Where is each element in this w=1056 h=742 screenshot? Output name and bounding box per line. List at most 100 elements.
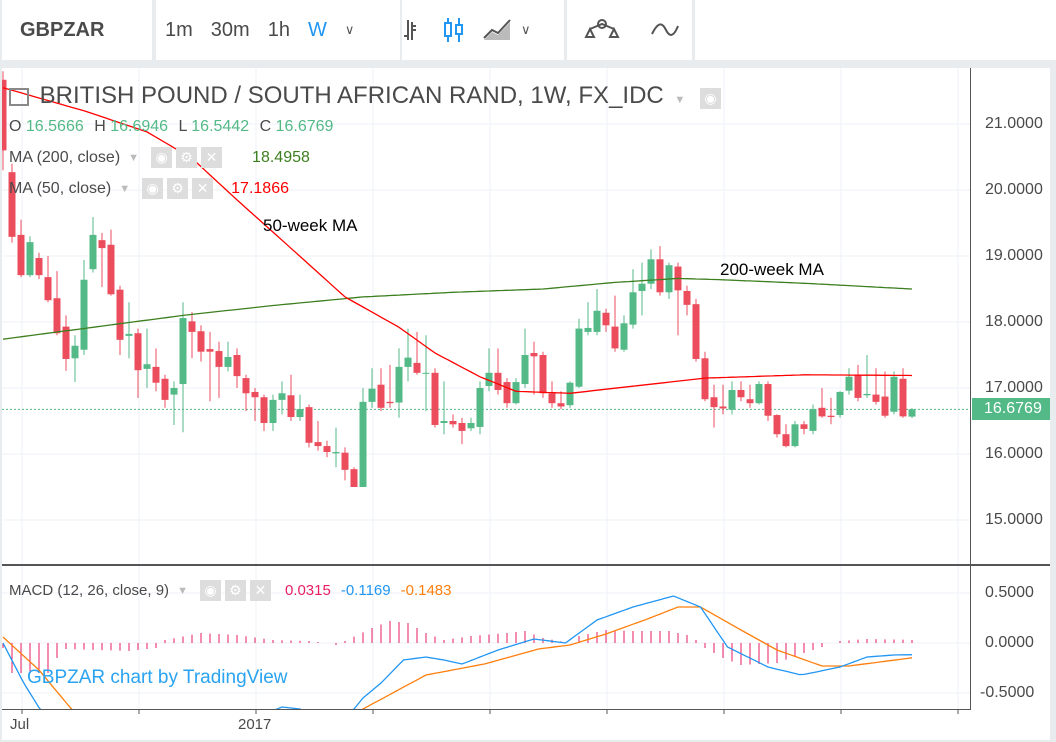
interval-1m[interactable]: 1m: [165, 18, 193, 41]
price-tick: 16.0000: [985, 445, 1043, 462]
candle-body: [845, 376, 853, 391]
candles-icon[interactable]: [442, 16, 468, 44]
toolbar-spacer: [695, 0, 1056, 60]
chart-type-chevron-down-icon[interactable]: ∨: [521, 22, 531, 37]
candle-body: [836, 391, 844, 416]
series-visibility-icon[interactable]: ◉: [699, 88, 721, 109]
watermark[interactable]: GBPZAR chart by TradingView: [27, 667, 288, 688]
symbol-search[interactable]: GBPZAR: [2, 0, 152, 60]
low-value: 16.5442: [191, 118, 250, 135]
ma200-visibility-icon[interactable]: ◉: [151, 147, 173, 168]
candle-body: [107, 244, 115, 295]
candle-body: [656, 259, 664, 293]
macd-chevron-down-icon[interactable]: ▼: [177, 584, 188, 597]
macd-visibility-icon[interactable]: ◉: [199, 580, 221, 601]
ma200-chevron-down-icon[interactable]: ▼: [128, 151, 140, 164]
candle: [476, 381, 484, 435]
candle-body: [512, 382, 520, 404]
ma200-value: 18.4958: [252, 148, 310, 166]
candle-body: [296, 409, 304, 418]
ma200-label: MA (200, close): [9, 148, 121, 166]
macd-settings-gear-icon[interactable]: ⚙: [224, 580, 246, 601]
ma200-line: [2, 277, 913, 340]
candle: [863, 355, 871, 398]
price-tick: 20.0000: [985, 181, 1043, 198]
interval-30m[interactable]: 30m: [210, 18, 250, 41]
candle-body: [764, 384, 772, 416]
candle: [449, 414, 457, 428]
candle: [377, 368, 385, 412]
candle-body: [431, 372, 439, 425]
candle-body: [476, 388, 484, 427]
candle: [782, 424, 790, 448]
candle-body: [341, 452, 349, 470]
candle-body: [773, 415, 781, 435]
candle-body: [152, 366, 160, 383]
candle: [881, 371, 889, 418]
ma200-annotation: 200-week MA: [720, 260, 824, 279]
candle: [710, 384, 718, 428]
candle-body: [728, 389, 736, 410]
area-icon[interactable]: [482, 16, 512, 44]
candle-body: [710, 397, 718, 408]
candle: [80, 259, 88, 355]
candle: [836, 391, 844, 418]
candle-body: [683, 290, 691, 305]
compare-button[interactable]: [567, 0, 637, 60]
candle: [593, 289, 601, 336]
candle-body: [395, 366, 403, 403]
candle: [530, 341, 538, 395]
candle-body: [629, 292, 637, 325]
candle: [692, 298, 700, 362]
interval-w[interactable]: W: [307, 18, 327, 41]
candle-body: [386, 401, 394, 404]
ma50-visibility-icon[interactable]: ◉: [142, 178, 164, 199]
candle: [737, 381, 745, 402]
interval-1h[interactable]: 1h: [267, 18, 290, 41]
ma50-settings-gear-icon[interactable]: ⚙: [167, 178, 189, 199]
ma50-legend: MA (50, close) ▼ ◉ ⚙ ✕ 17.1866: [9, 178, 289, 199]
macd-close-icon[interactable]: ✕: [249, 580, 271, 601]
candle-body: [161, 378, 169, 400]
candle: [116, 285, 124, 355]
candle: [908, 408, 916, 419]
candle-body: [701, 358, 709, 400]
candle: [242, 374, 250, 412]
candle-body: [179, 318, 187, 385]
candle-body: [2, 79, 7, 151]
ma200-settings-gear-icon[interactable]: ⚙: [176, 147, 198, 168]
interval-chevron-down-icon[interactable]: ∨: [344, 22, 355, 37]
candle: [368, 368, 376, 408]
ma200-close-icon[interactable]: ✕: [201, 147, 223, 168]
candle: [188, 312, 196, 359]
candle: [134, 328, 142, 398]
candle-body: [782, 434, 790, 447]
series-chevron-down-icon[interactable]: ▼: [674, 94, 686, 106]
candle: [665, 262, 673, 299]
candle-body: [233, 355, 241, 377]
candle-body: [368, 388, 376, 402]
candle: [773, 414, 781, 438]
candle: [314, 421, 322, 451]
candle: [800, 421, 808, 435]
macd-signal-line: [2, 606, 913, 709]
close-value: 16.6769: [275, 118, 334, 135]
candle: [395, 348, 403, 418]
candle-body: [305, 407, 313, 443]
chart-type-group: ∨: [402, 0, 564, 60]
candle-body: [98, 240, 106, 249]
candle-body: [467, 422, 475, 429]
candle-body: [323, 446, 331, 453]
candle: [287, 374, 295, 421]
ma50-chevron-down-icon[interactable]: ▼: [119, 182, 131, 195]
candle-body: [530, 353, 538, 357]
series-collapse-icon[interactable]: [9, 87, 29, 106]
ma50-close-icon[interactable]: ✕: [192, 178, 214, 199]
bars-icon[interactable]: [402, 16, 426, 44]
macd-tick: 0.0000: [985, 634, 1034, 651]
open-label: O: [9, 118, 22, 135]
candle-body: [260, 397, 268, 423]
indicators-button[interactable]: [637, 0, 692, 60]
candle-body: [872, 394, 880, 402]
